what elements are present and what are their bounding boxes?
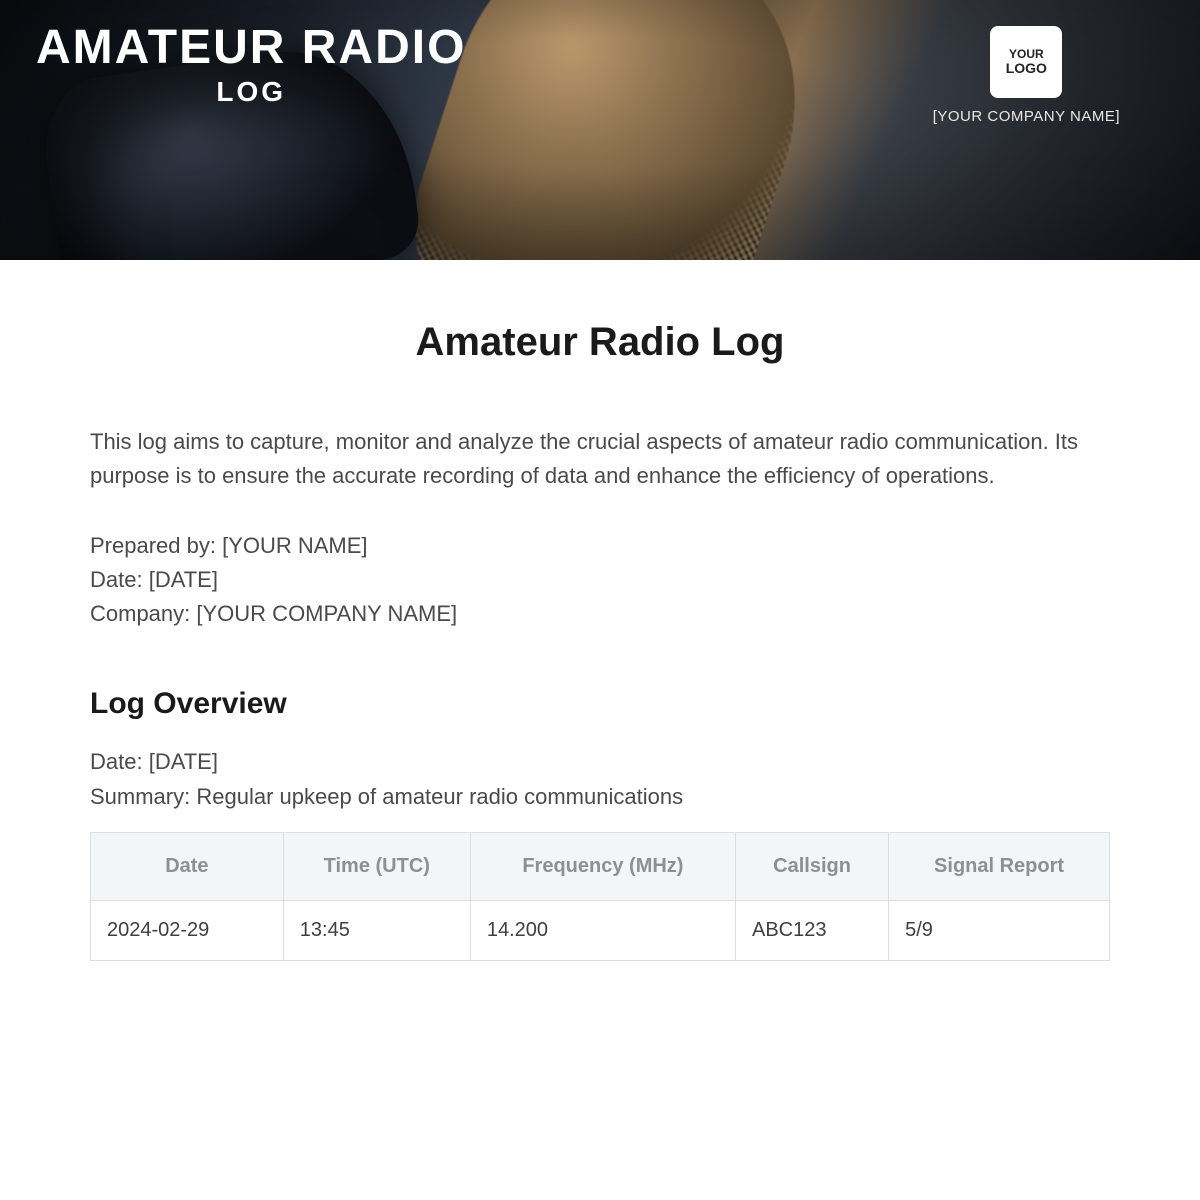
overview-date-value: [DATE]: [149, 749, 218, 774]
logo-area: YOUR LOGO [YOUR COMPANY NAME]: [933, 26, 1120, 125]
cell-callsign: ABC123: [735, 900, 888, 960]
col-callsign: Callsign: [735, 832, 888, 900]
logo-text-line2: LOGO: [1006, 61, 1047, 76]
prepared-by-line: Prepared by: [YOUR NAME]: [90, 529, 1110, 563]
date-label: Date:: [90, 567, 149, 592]
meta-block: Prepared by: [YOUR NAME] Date: [DATE] Co…: [90, 529, 1110, 631]
col-signal-report: Signal Report: [889, 832, 1110, 900]
company-label: Company:: [90, 601, 196, 626]
prepared-by-label: Prepared by:: [90, 533, 222, 558]
company-value: [YOUR COMPANY NAME]: [196, 601, 457, 626]
cell-date: 2024-02-29: [91, 900, 284, 960]
log-table: Date Time (UTC) Frequency (MHz) Callsign…: [90, 832, 1110, 961]
document-body: Amateur Radio Log This log aims to captu…: [0, 260, 1200, 961]
table-row: 2024-02-29 13:45 14.200 ABC123 5/9: [91, 900, 1110, 960]
col-time: Time (UTC): [283, 832, 470, 900]
document-title: Amateur Radio Log: [90, 320, 1110, 365]
col-frequency: Frequency (MHz): [470, 832, 735, 900]
cell-frequency: 14.200: [470, 900, 735, 960]
prepared-by-value: [YOUR NAME]: [222, 533, 367, 558]
company-name-placeholder: [YOUR COMPANY NAME]: [933, 108, 1120, 125]
log-overview-heading: Log Overview: [90, 687, 1110, 721]
intro-paragraph: This log aims to capture, monitor and an…: [90, 425, 1110, 493]
logo-text-line1: YOUR: [1006, 48, 1047, 61]
hero-title-line2: LOG: [36, 76, 466, 108]
overview-date-label: Date:: [90, 749, 149, 774]
date-value: [DATE]: [149, 567, 218, 592]
date-line: Date: [DATE]: [90, 563, 1110, 597]
col-date: Date: [91, 832, 284, 900]
company-line: Company: [YOUR COMPANY NAME]: [90, 597, 1110, 631]
overview-date-line: Date: [DATE]: [90, 745, 1110, 779]
logo-placeholder: YOUR LOGO: [990, 26, 1062, 98]
hero-banner: AMATEUR RADIO LOG YOUR LOGO [YOUR COMPAN…: [0, 0, 1200, 260]
overview-summary-value: Regular upkeep of amateur radio communic…: [196, 784, 683, 809]
cell-time: 13:45: [283, 900, 470, 960]
overview-summary-line: Summary: Regular upkeep of amateur radio…: [90, 780, 1110, 814]
overview-summary-label: Summary:: [90, 784, 196, 809]
cell-signal-report: 5/9: [889, 900, 1110, 960]
hero-title-line1: AMATEUR RADIO: [36, 24, 466, 72]
hero-title-block: AMATEUR RADIO LOG: [36, 24, 466, 108]
table-header-row: Date Time (UTC) Frequency (MHz) Callsign…: [91, 832, 1110, 900]
